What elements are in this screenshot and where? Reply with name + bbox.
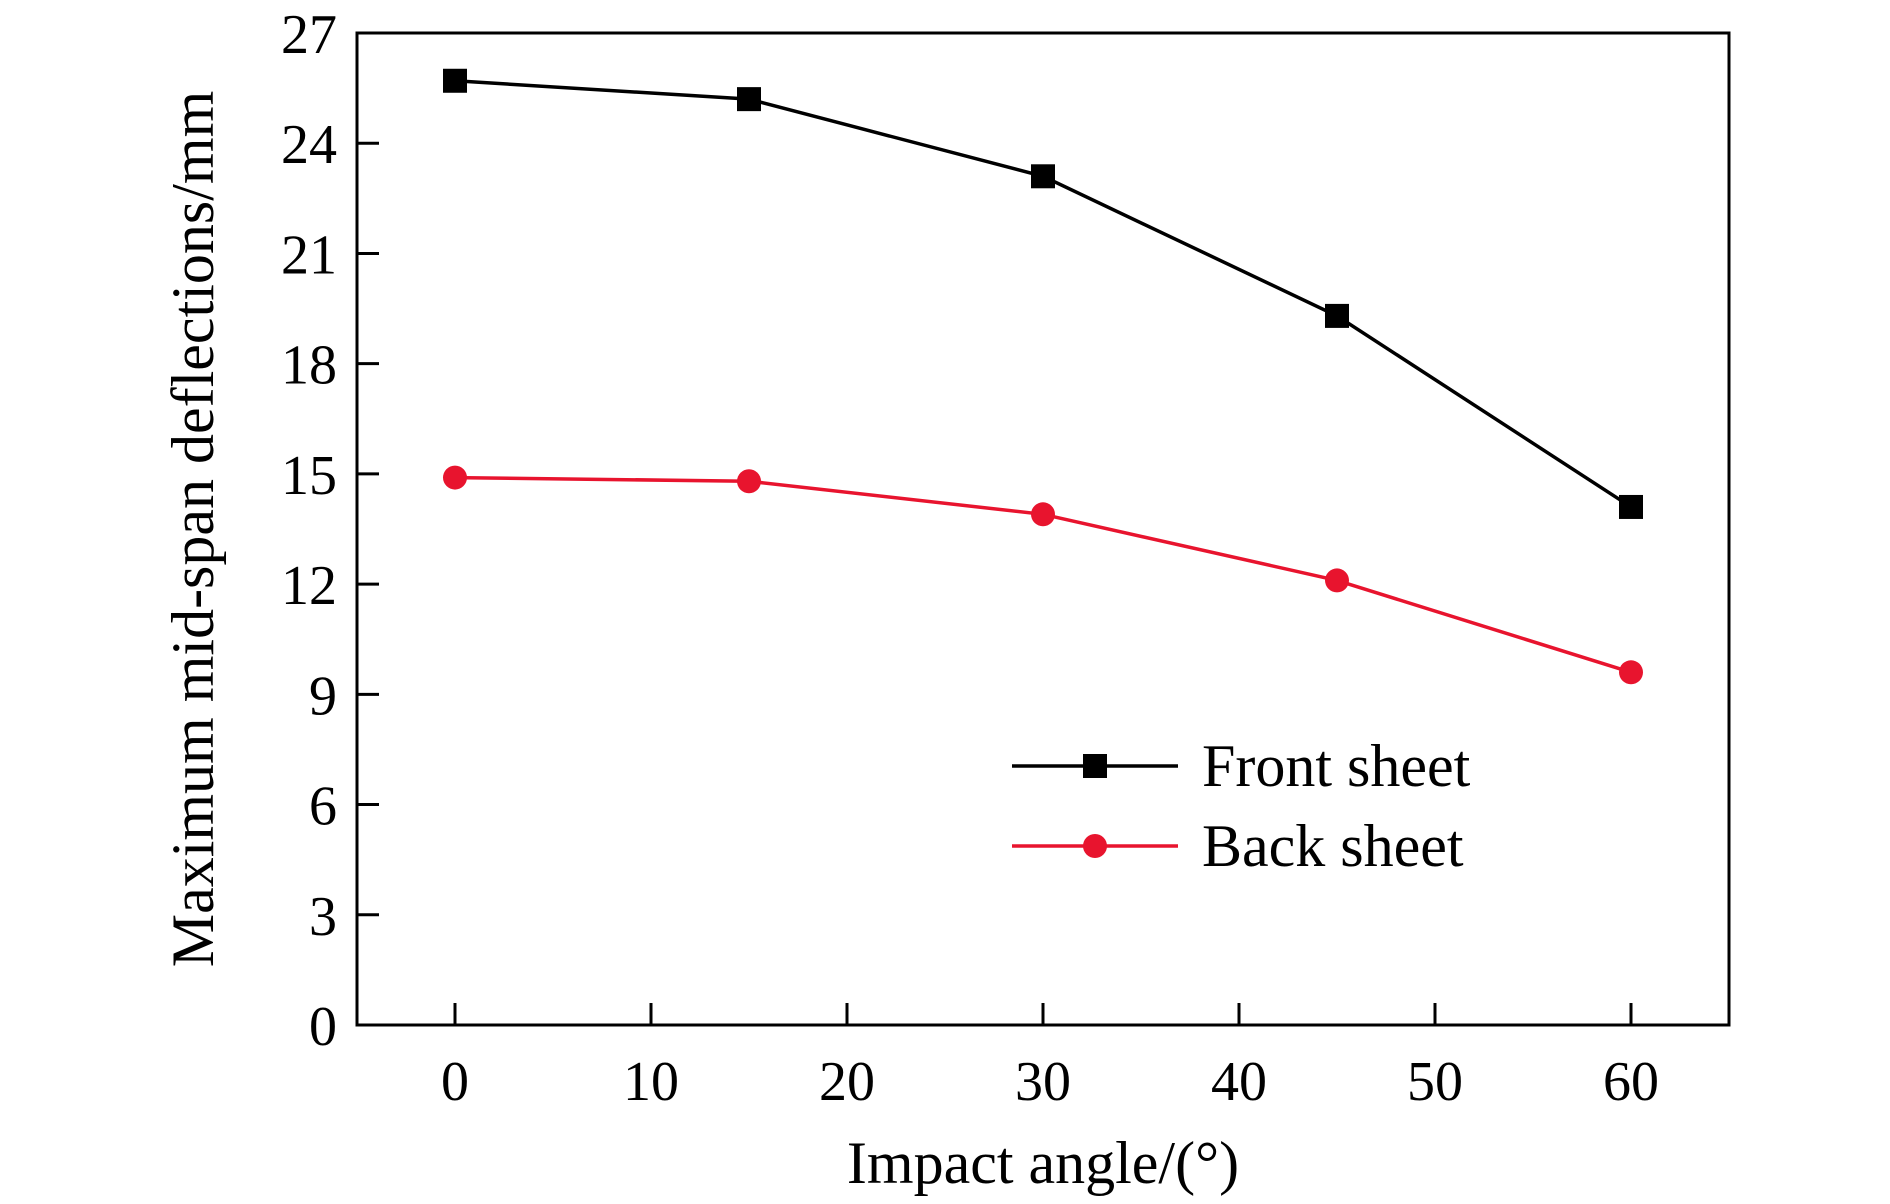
y-tick-label: 6: [309, 776, 337, 838]
front-sheet-data-point: [737, 87, 761, 112]
front-sheet-data-point: [1325, 303, 1349, 328]
y-tick-label: 0: [309, 996, 337, 1058]
x-axis-title: Impact angle/(°): [847, 1130, 1239, 1196]
legend-back-sheet-label: Back sheet: [1202, 813, 1464, 879]
legend-front-sheet-label: Front sheet: [1202, 733, 1471, 799]
back-sheet-data-point: [443, 465, 467, 490]
y-tick-label: 15: [281, 445, 337, 507]
x-tick-label: 20: [819, 1051, 875, 1113]
x-tick-label: 10: [623, 1051, 679, 1113]
y-tick-label: 9: [309, 665, 337, 727]
y-tick-label: 24: [281, 114, 337, 176]
y-axis-title: Maximum mid-span deflections/mm: [160, 91, 226, 968]
y-axis-ticks: 0 3 6 9 12 15 18 21 24 27: [281, 4, 379, 1058]
x-tick-label: 30: [1015, 1051, 1071, 1113]
front-sheet-data-point: [1619, 494, 1643, 519]
back-sheet-data-point: [1325, 568, 1349, 593]
back-sheet-data-point: [1031, 502, 1055, 527]
legend: Front sheet Back sheet: [1012, 733, 1471, 879]
front-sheet-data-point: [1031, 164, 1055, 189]
legend-back-sheet-marker: [1083, 834, 1107, 858]
x-tick-label: 0: [441, 1051, 469, 1113]
x-axis-ticks: 0 10 20 30 40 50 60: [441, 1003, 1659, 1113]
back-sheet-data-point: [1619, 660, 1643, 685]
y-tick-label: 12: [281, 555, 337, 617]
y-tick-label: 27: [281, 4, 337, 66]
series-layer: [443, 68, 1643, 685]
x-tick-label: 60: [1603, 1051, 1659, 1113]
back-sheet-data-point: [737, 469, 761, 494]
y-tick-label: 21: [281, 224, 337, 286]
front-sheet-series-line: [454, 79, 1632, 509]
legend-front-sheet-marker: [1083, 754, 1107, 778]
x-tick-label: 50: [1407, 1051, 1463, 1113]
y-tick-label: 18: [281, 335, 337, 397]
y-tick-label: 3: [309, 886, 337, 948]
front-sheet-data-point: [443, 68, 467, 93]
x-tick-label: 40: [1211, 1051, 1267, 1113]
